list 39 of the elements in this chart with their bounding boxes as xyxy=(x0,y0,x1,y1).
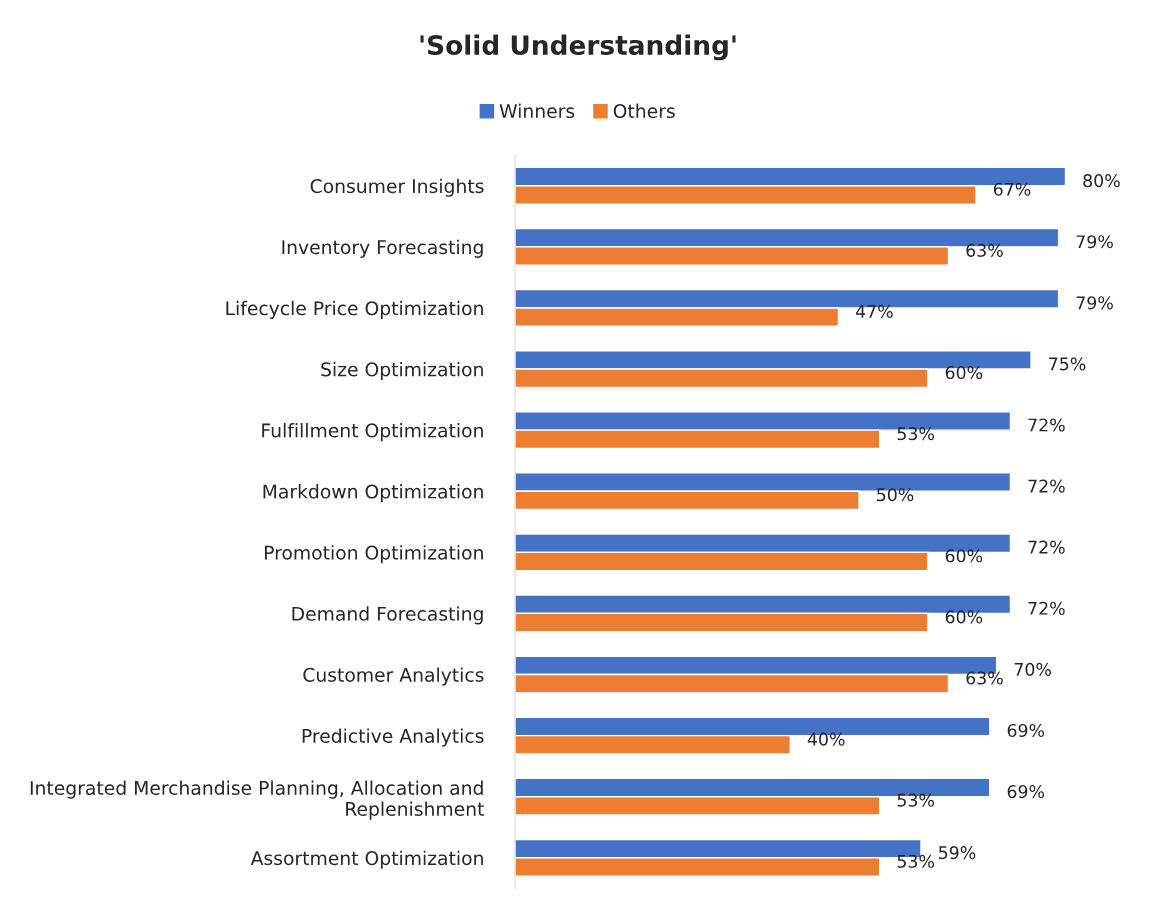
data-label: 60% xyxy=(945,365,983,380)
data-label: 79% xyxy=(1076,235,1113,249)
y-tick-label: Consumer Insights xyxy=(310,178,484,197)
data-label: 67% xyxy=(993,182,1031,196)
data-label: 75% xyxy=(1049,357,1086,371)
data-label: 53% xyxy=(897,427,934,441)
data-label: 47% xyxy=(855,304,893,318)
data-label: 72% xyxy=(1028,479,1065,493)
data-label: 80% xyxy=(1083,174,1120,188)
chart-title: 'Solid Understanding' xyxy=(420,34,736,61)
data-label: 72% xyxy=(1028,601,1065,615)
y-tick-label: Assortment Optimization xyxy=(250,850,483,869)
data-label: 53% xyxy=(897,793,934,807)
y-tick-label: Promotion Optimization xyxy=(264,545,483,564)
data-label: 59% xyxy=(938,846,976,860)
data-label: 79% xyxy=(1076,296,1113,310)
y-tick-label: Integrated Merchandise Planning, Allocation and Replenishment xyxy=(30,780,484,820)
data-label: 63% xyxy=(966,243,1003,257)
y-tick-label: Inventory Forecasting xyxy=(282,239,483,258)
data-label: 50% xyxy=(877,488,914,502)
data-label: 60% xyxy=(945,549,983,563)
data-label: 69% xyxy=(1007,723,1045,738)
data-label: 40% xyxy=(807,732,845,746)
data-label: 72% xyxy=(1028,418,1065,432)
data-label: 63% xyxy=(966,671,1003,685)
data-label: 60% xyxy=(945,610,983,624)
data-label: 53% xyxy=(897,854,934,868)
data-label: 69% xyxy=(1007,785,1045,799)
y-tick-label: Predictive Analytics xyxy=(302,728,484,747)
y-tick-label: Lifecycle Price Optimization xyxy=(226,300,483,319)
legend-label: Winners xyxy=(499,103,575,119)
data-label: 70% xyxy=(1014,662,1051,676)
y-tick-label: Size Optimization xyxy=(321,361,483,381)
data-label: 72% xyxy=(1028,540,1065,554)
y-tick-label: Demand Forecasting xyxy=(292,606,483,625)
legend-label: Others xyxy=(613,103,675,119)
y-tick-label: Customer Analytics xyxy=(303,667,484,686)
y-tick-label: Markdown Optimization xyxy=(263,484,483,503)
y-tick-label: Fulfillment Optimization xyxy=(262,423,483,442)
